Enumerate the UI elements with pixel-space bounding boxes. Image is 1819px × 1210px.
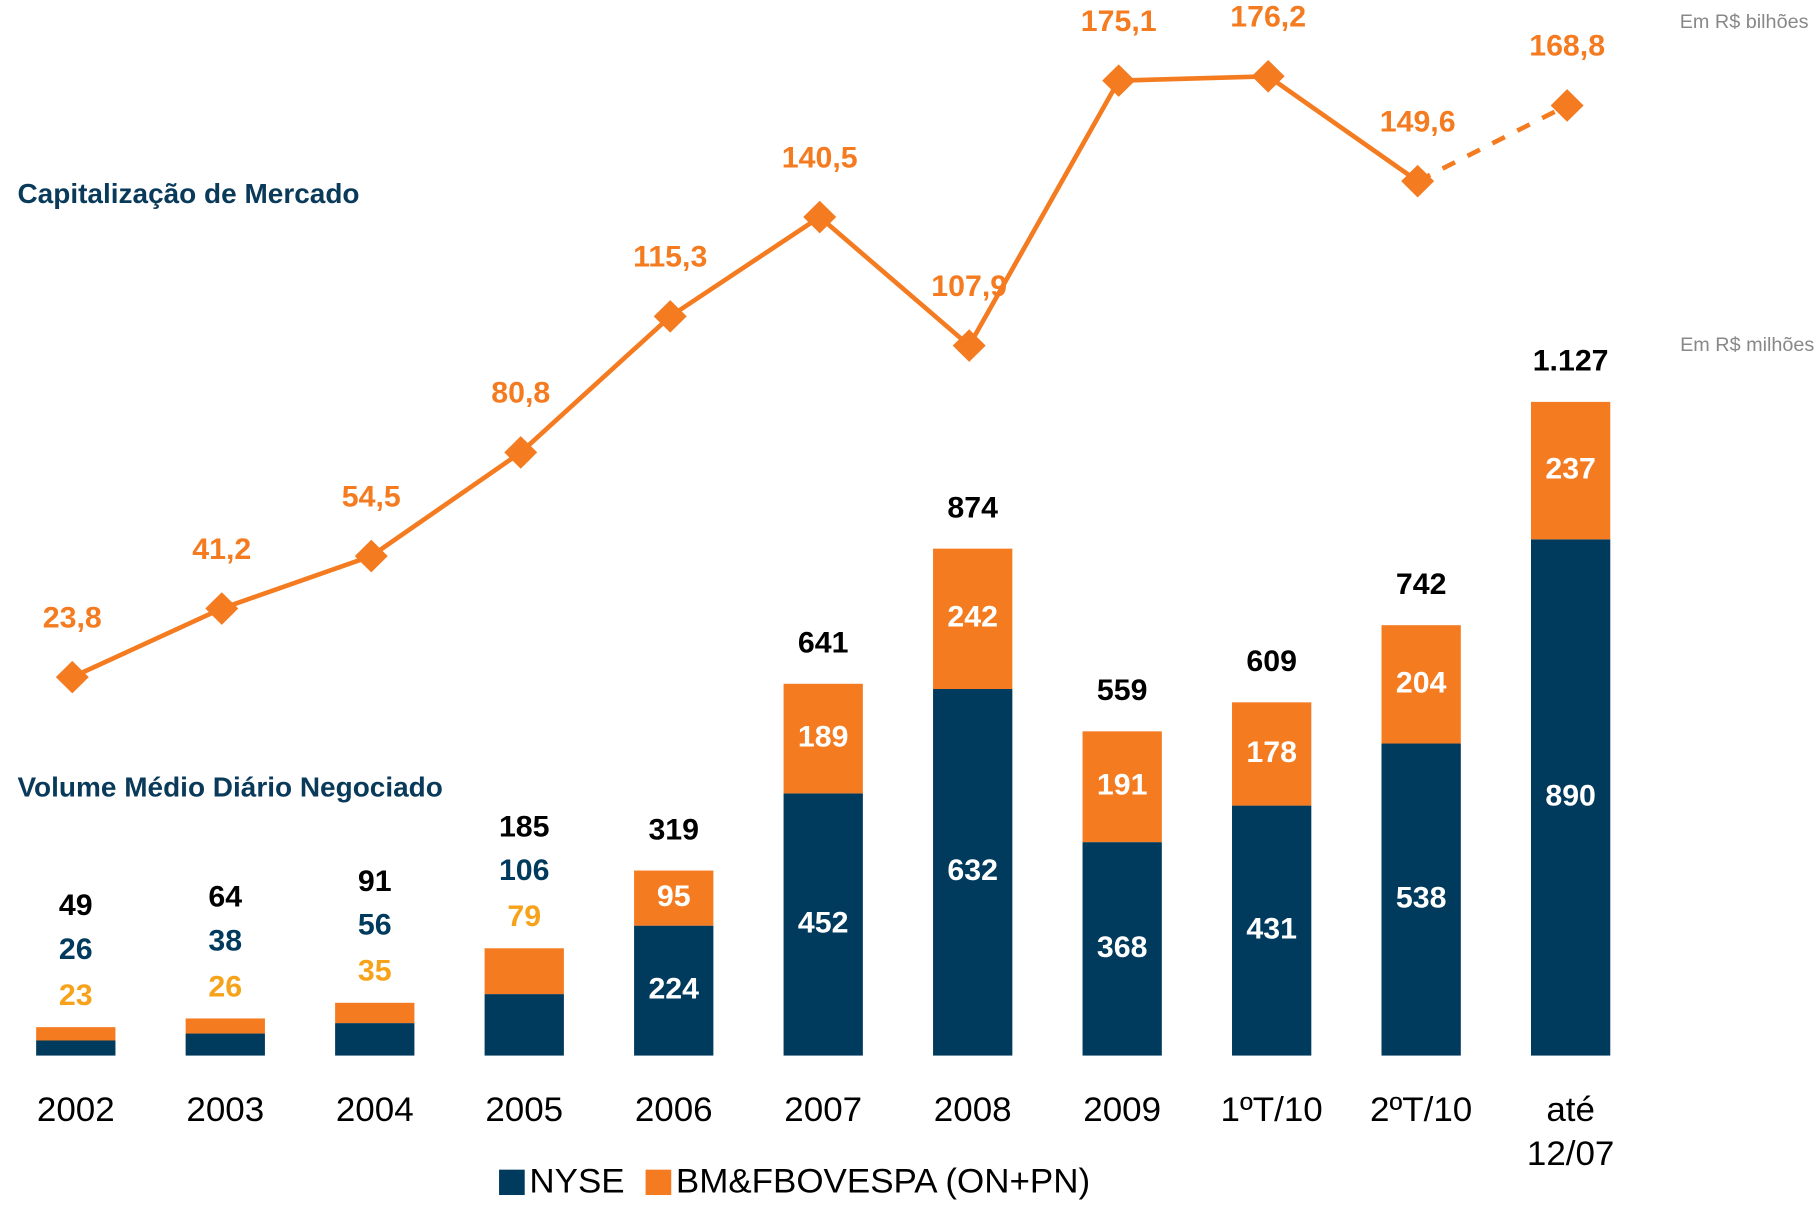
bar-segment	[1082, 731, 1162, 843]
marker	[1401, 164, 1435, 198]
segment-label: 23	[59, 979, 93, 1012]
bar-segment	[335, 1023, 415, 1056]
total-label: 49	[59, 889, 93, 922]
unit-note: Em R$ milhões	[1680, 334, 1814, 356]
unit-note: Em R$ bilhões	[1680, 11, 1809, 33]
total-label: 559	[1097, 674, 1148, 707]
bar-segment	[1530, 401, 1611, 540]
data-label: 80,8	[491, 377, 550, 410]
segment-label: 237	[1545, 453, 1596, 486]
data-label: 107,9	[931, 270, 1007, 303]
marker	[952, 329, 986, 362]
bar-segment	[634, 925, 714, 1056]
segment-label: 890	[1545, 780, 1596, 813]
bar-segment	[1381, 743, 1461, 1056]
bar-segment	[933, 548, 1013, 690]
segment-label: 452	[798, 907, 849, 940]
bar-segment	[933, 689, 1013, 1056]
marker	[205, 592, 239, 625]
data-label: 176,2	[1230, 1, 1306, 34]
segment-label: 538	[1396, 882, 1447, 915]
segment-label: 178	[1246, 736, 1297, 769]
data-label: 140,5	[782, 141, 858, 174]
x-tick-label: 2008	[934, 1091, 1012, 1129]
data-label: 23,8	[43, 602, 102, 635]
marker	[1251, 60, 1285, 93]
segment-label: 189	[798, 721, 849, 754]
x-tick-label: 2005	[485, 1091, 563, 1129]
data-label: 168,8	[1529, 30, 1605, 63]
bar-segment	[783, 683, 863, 794]
x-tick-label: até 12/07	[1527, 1091, 1615, 1173]
total-label: 91	[358, 865, 392, 898]
x-tick-label: 2003	[186, 1091, 264, 1129]
bar-segment	[1082, 842, 1162, 1056]
data-label: 115,3	[633, 241, 707, 274]
marker	[354, 539, 388, 573]
bar-title: Volume Médio Diário Negociado	[17, 772, 442, 803]
line-dashed	[1416, 103, 1569, 184]
data-label: 54,5	[342, 481, 401, 514]
bar-segment	[1530, 539, 1611, 1056]
bar-segment	[36, 1040, 116, 1056]
bar-segment	[36, 1027, 116, 1041]
data-label: 149,6	[1380, 106, 1456, 139]
total-label: 319	[648, 813, 699, 846]
x-tick-label: 1ºT/10	[1221, 1091, 1323, 1129]
line-title: Capitalização de Mercado	[17, 178, 359, 209]
total-label: 185	[499, 810, 550, 843]
segment-label: 204	[1396, 666, 1447, 699]
line	[71, 73, 1420, 680]
legend-label: BM&FBOVESPA (ON+PN)	[676, 1163, 1090, 1201]
segment-label: 632	[947, 854, 998, 887]
total-label: 1.127	[1533, 345, 1609, 378]
segment-label: 56	[358, 909, 392, 942]
x-tick-label: 2ºT/10	[1370, 1091, 1472, 1129]
total-label: 609	[1246, 645, 1297, 678]
segment-label: 242	[947, 601, 998, 634]
x-tick-label: 2009	[1083, 1091, 1161, 1129]
segment-label: 26	[208, 971, 242, 1004]
marker	[1102, 64, 1136, 97]
total-label: 64	[208, 881, 242, 914]
total-label: 742	[1396, 568, 1447, 601]
marker	[55, 660, 89, 694]
segment-label: 191	[1097, 769, 1148, 802]
data-label: 41,2	[192, 533, 251, 566]
bar-segment	[1381, 625, 1461, 744]
bar-segment	[783, 793, 863, 1056]
x-tick-label: 2004	[336, 1091, 414, 1129]
bar-segment	[335, 1002, 415, 1024]
segment-label: 79	[507, 900, 541, 933]
bar-segment	[484, 948, 564, 995]
segment-label: 38	[208, 924, 242, 957]
bar-segment	[1232, 702, 1312, 806]
bar-segment	[484, 994, 564, 1056]
segment-label: 368	[1097, 931, 1148, 964]
segment-label: 106	[499, 854, 550, 887]
bar-segment	[1232, 805, 1312, 1056]
bar-segment	[185, 1033, 265, 1056]
bar-segment	[185, 1018, 265, 1034]
x-tick-label: 2007	[784, 1091, 862, 1129]
segment-label: 35	[358, 955, 392, 988]
marker	[803, 200, 837, 234]
total-label: 874	[947, 492, 998, 525]
segment-label: 26	[59, 933, 93, 966]
segment-label: 224	[648, 973, 699, 1006]
x-tick-label: 2002	[37, 1091, 115, 1129]
marker	[504, 436, 538, 469]
marker	[1550, 89, 1584, 122]
legend-swatch	[645, 1169, 672, 1196]
data-label: 175,1	[1081, 5, 1157, 38]
legend-swatch	[499, 1169, 525, 1196]
legend-label: NYSE	[529, 1163, 624, 1201]
bar-segment	[634, 870, 714, 926]
total-label: 641	[798, 627, 849, 660]
segment-label: 95	[657, 880, 691, 913]
x-tick-label: 2006	[635, 1091, 713, 1129]
segment-label: 431	[1246, 913, 1297, 946]
